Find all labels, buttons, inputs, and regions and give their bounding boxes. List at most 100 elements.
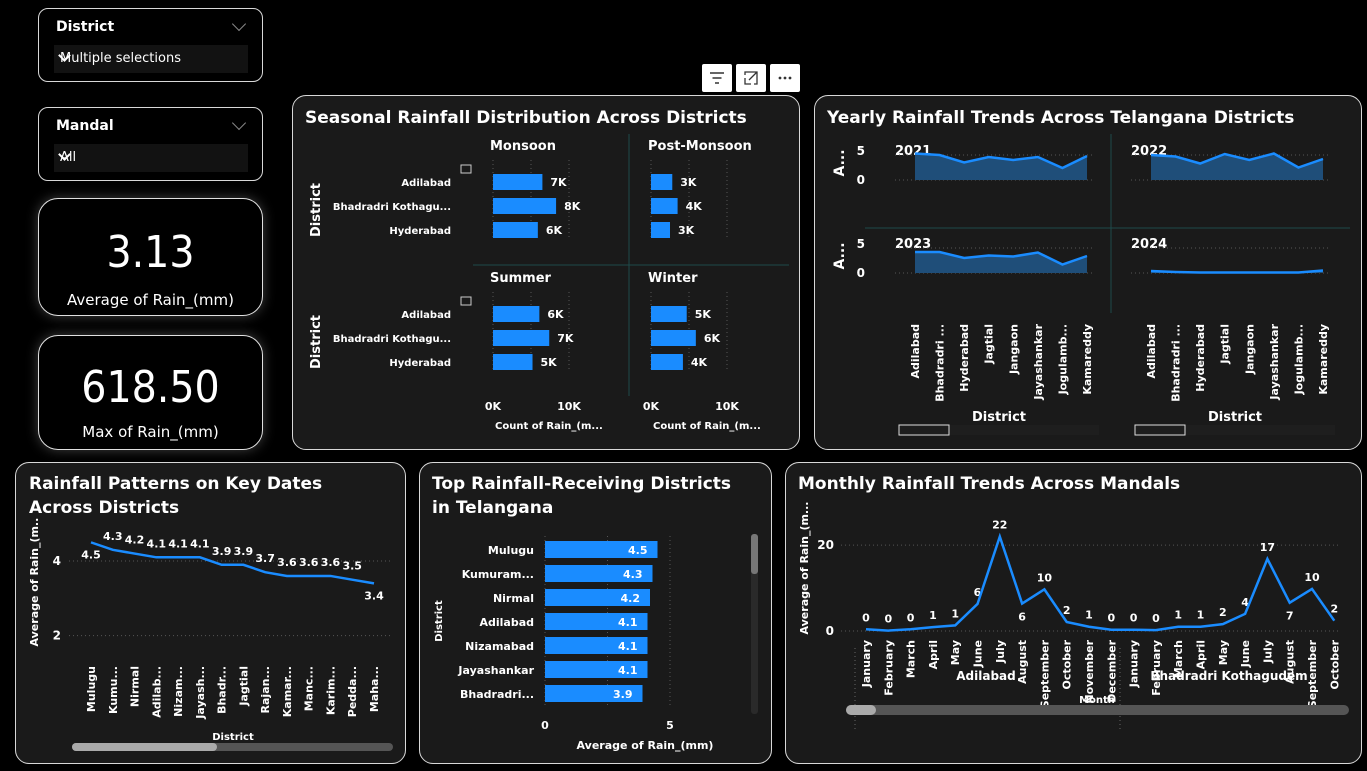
- category-label: February: [882, 640, 895, 696]
- category-label: Hyderabad: [1194, 324, 1207, 392]
- bar: [651, 222, 670, 238]
- tick-label: 0K: [643, 400, 660, 413]
- data-label: 3.9: [212, 545, 232, 558]
- kpi-max-caption: Max of Rain_(mm): [82, 423, 219, 441]
- category-label: Adilab...: [150, 666, 163, 718]
- category-label: April: [927, 640, 940, 669]
- category-label: Rajan...: [259, 666, 272, 713]
- focus-mode-button[interactable]: [736, 64, 766, 92]
- bar: [493, 222, 538, 238]
- data-label: 22: [992, 519, 1007, 532]
- tick-label: 0: [541, 719, 549, 732]
- y-axis-label: District: [309, 183, 324, 237]
- data-label: 1: [1197, 609, 1205, 622]
- scrollbar-track: [1135, 425, 1335, 435]
- category-label: Nizamabad: [465, 640, 534, 653]
- data-label: 0: [907, 611, 915, 624]
- y-axis-label: Average of Rain_(m...: [28, 518, 41, 646]
- data-label: 4.3: [103, 530, 123, 543]
- y-axis-label: Average of Rain_(m...: [798, 502, 811, 635]
- topdistricts-chart-card[interactable]: Top Rainfall-Receiving Districts in Tela…: [419, 462, 772, 764]
- category-label: Kamar...: [281, 666, 294, 717]
- tick-label: 10K: [715, 400, 739, 413]
- bar: [651, 198, 678, 214]
- data-label: 2: [1219, 606, 1227, 619]
- tick-label: 5: [857, 237, 865, 251]
- tick-label: 4: [53, 554, 61, 568]
- bar: [493, 198, 557, 214]
- collapse-chevron-icon[interactable]: [231, 115, 247, 131]
- mandal-dropdown-value: All: [60, 150, 77, 165]
- mandal-slicer[interactable]: Mandal All: [38, 107, 263, 181]
- category-label: Nirmal: [493, 592, 534, 605]
- y-axis-label: District: [309, 315, 324, 369]
- bar: [493, 174, 543, 190]
- y-axis-label: A...: [832, 149, 848, 176]
- data-label: 17: [1260, 541, 1275, 554]
- yearly-chart-card[interactable]: Yearly Rainfall Trends Across Telangana …: [814, 95, 1362, 450]
- category-label: Pedda...: [346, 666, 359, 717]
- data-label: 0: [862, 611, 870, 624]
- data-label: 1: [1174, 609, 1182, 622]
- category-label: May: [1217, 640, 1230, 665]
- x-axis-label: Count of Rain_(m...: [495, 421, 603, 432]
- collapse-chevron-icon[interactable]: [231, 16, 247, 32]
- bar: [651, 306, 687, 322]
- data-label: 4.3: [623, 568, 643, 581]
- category-label: November: [1083, 639, 1096, 703]
- more-options-button[interactable]: [770, 64, 800, 92]
- category-label: September: [1306, 639, 1319, 708]
- category-label: April: [1195, 640, 1208, 669]
- monthly-chart-title: Monthly Rainfall Trends Across Mandals: [798, 474, 1181, 494]
- category-label: Bhadr...: [216, 666, 229, 714]
- bar: [545, 637, 648, 654]
- category-label: Mulugu: [85, 666, 98, 712]
- category-label: Jayashankar: [457, 664, 534, 677]
- category-label: Kamareddy: [1081, 324, 1094, 395]
- category-label: Bhadradri ...: [934, 324, 947, 402]
- data-label: 4.5: [81, 548, 101, 561]
- tick-label: 10K: [557, 400, 581, 413]
- data-label: 6: [1018, 611, 1026, 624]
- category-label: Jagtial: [237, 666, 250, 707]
- kpi-max-value: 618.50: [81, 362, 220, 413]
- mandal-dropdown[interactable]: All: [54, 144, 248, 172]
- tick-label: 0: [826, 624, 834, 638]
- data-label: 0: [884, 613, 892, 626]
- seasonal-chart-card[interactable]: Seasonal Rainfall Distribution Across Di…: [292, 95, 800, 450]
- district-dropdown-value: Multiple selections: [60, 51, 181, 66]
- panel-title: Summer: [490, 271, 552, 286]
- category-label: Jogulamb...: [1292, 324, 1305, 395]
- filter-button[interactable]: [702, 64, 732, 92]
- keydates-chart-title: Rainfall Patterns on Key Dates Across Di…: [29, 474, 323, 518]
- x-axis-label: District: [1208, 410, 1262, 425]
- data-label: 5K: [695, 308, 712, 321]
- monthly-chart-card[interactable]: Monthly Rainfall Trends Across Mandals 0…: [785, 462, 1362, 764]
- series-line: [915, 250, 1088, 266]
- district-dropdown[interactable]: Multiple selections: [54, 45, 248, 73]
- data-label: 10: [1304, 571, 1320, 584]
- category-label: Maha...: [368, 666, 381, 712]
- scrollbar-thumb: [751, 534, 758, 574]
- series-line: [90, 541, 375, 585]
- district-slicer[interactable]: District Multiple selections: [38, 8, 263, 82]
- data-label: 3.6: [277, 556, 297, 569]
- data-label: 4K: [686, 200, 703, 213]
- category-label: Adilabad: [401, 310, 451, 321]
- panel-title: Monsoon: [490, 139, 556, 154]
- topdistricts-chart: 4.5 Mulugu 4.3 Kumuram... 4.2 Nirmal 4.1 Adilab…: [434, 534, 758, 752]
- category-label: July: [1261, 640, 1274, 664]
- bar: [493, 354, 533, 370]
- category-label: July: [994, 640, 1007, 664]
- x-axis-label: District: [972, 410, 1026, 425]
- category-label: Jayashankar: [1032, 323, 1045, 400]
- category-label: Adilabad: [909, 324, 922, 379]
- data-label: 8K: [564, 200, 581, 213]
- data-label: 7K: [557, 332, 574, 345]
- scrollbar-thumb: [846, 705, 876, 715]
- kpi-average-caption: Average of Rain_(mm): [67, 291, 234, 309]
- bar: [545, 685, 643, 702]
- category-label: Jayashankar: [1268, 323, 1281, 400]
- category-label: Nirmal: [129, 666, 142, 707]
- keydates-chart-card[interactable]: Rainfall Patterns on Key Dates Across Di…: [15, 462, 406, 764]
